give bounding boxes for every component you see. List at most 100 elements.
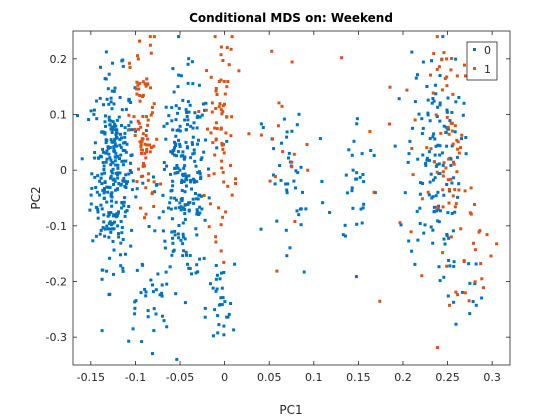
data-point-series-0 — [160, 283, 164, 287]
data-point-series-0 — [480, 296, 484, 300]
data-point-series-0 — [295, 209, 299, 213]
data-point-series-0 — [218, 277, 222, 281]
data-point-series-0 — [109, 169, 113, 173]
data-point-series-1 — [463, 63, 466, 67]
data-point-series-0 — [189, 124, 193, 128]
data-point-series-0 — [462, 101, 466, 105]
data-point-series-0 — [93, 141, 97, 145]
data-point-series-1 — [215, 127, 219, 131]
data-point-series-1 — [434, 113, 438, 117]
data-point-series-0 — [302, 270, 306, 274]
data-point-series-1 — [450, 121, 454, 125]
data-point-series-0 — [123, 214, 127, 218]
data-point-series-1 — [220, 112, 224, 116]
data-point-series-0 — [147, 225, 151, 228]
data-point-series-1 — [229, 47, 233, 51]
x-tick-label: 0.25 — [435, 371, 460, 384]
data-point-series-1 — [219, 53, 223, 57]
data-point-series-0 — [97, 156, 101, 160]
data-point-series-0 — [117, 235, 121, 239]
data-point-series-0 — [173, 171, 177, 175]
data-point-series-0 — [195, 212, 199, 216]
data-point-series-0 — [432, 99, 436, 103]
data-point-series-0 — [420, 132, 424, 135]
data-point-series-0 — [123, 135, 127, 139]
data-point-series-0 — [438, 119, 442, 123]
data-point-series-0 — [110, 171, 114, 175]
data-point-series-0 — [113, 155, 117, 159]
data-point-series-0 — [103, 171, 106, 175]
data-point-series-0 — [189, 156, 193, 160]
data-point-series-1 — [455, 170, 459, 174]
data-point-series-0 — [180, 199, 184, 202]
data-point-series-0 — [173, 229, 177, 233]
data-point-series-0 — [432, 132, 436, 136]
data-point-series-0 — [173, 196, 177, 200]
data-point-series-1 — [141, 80, 145, 84]
data-point-series-0 — [290, 129, 294, 133]
data-point-series-0 — [408, 139, 412, 143]
data-point-series-1 — [222, 180, 226, 184]
data-point-series-0 — [187, 174, 191, 178]
data-point-series-0 — [197, 138, 200, 142]
data-point-series-0 — [430, 196, 434, 200]
data-point-series-0 — [172, 248, 176, 252]
data-point-series-0 — [273, 182, 277, 186]
data-point-series-0 — [171, 217, 174, 221]
data-point-series-0 — [221, 296, 225, 300]
data-point-series-0 — [120, 136, 123, 140]
data-point-series-0 — [438, 209, 442, 213]
data-point-series-1 — [445, 115, 449, 119]
data-point-series-1 — [144, 156, 148, 160]
data-point-series-0 — [184, 250, 188, 254]
data-point-series-0 — [449, 163, 453, 167]
data-point-series-0 — [121, 179, 125, 183]
data-point-series-0 — [194, 227, 198, 231]
data-point-series-1 — [214, 138, 218, 142]
data-point-series-0 — [362, 180, 366, 184]
data-point-series-0 — [104, 151, 108, 155]
data-point-series-0 — [452, 264, 456, 268]
data-point-series-0 — [362, 202, 366, 206]
data-point-series-0 — [130, 128, 134, 132]
data-point-series-0 — [403, 191, 407, 195]
data-point-series-0 — [320, 180, 324, 183]
data-point-series-0 — [184, 178, 188, 181]
data-point-series-0 — [144, 129, 148, 133]
data-point-series-1 — [426, 190, 430, 194]
data-point-series-0 — [178, 168, 182, 172]
data-point-series-0 — [197, 83, 201, 87]
data-point-series-1 — [214, 107, 218, 110]
data-point-series-1 — [149, 51, 153, 55]
data-point-series-0 — [105, 149, 109, 153]
data-point-series-1 — [219, 223, 223, 227]
data-point-series-1 — [425, 146, 429, 150]
data-point-series-0 — [123, 252, 127, 256]
data-point-series-1 — [451, 92, 455, 96]
data-point-series-0 — [108, 146, 112, 149]
data-point-series-0 — [125, 182, 128, 186]
data-point-series-0 — [344, 234, 347, 238]
data-point-series-0 — [360, 152, 364, 156]
data-point-series-1 — [270, 49, 274, 53]
data-point-series-0 — [99, 228, 103, 232]
data-point-series-1 — [137, 167, 140, 171]
data-point-series-0 — [112, 248, 116, 252]
x-tick-label: 0 — [221, 371, 228, 384]
data-point-series-0 — [436, 143, 440, 147]
data-point-series-0 — [102, 220, 106, 224]
data-point-series-0 — [358, 175, 362, 179]
data-point-series-0 — [194, 164, 198, 168]
data-point-series-1 — [217, 105, 221, 109]
data-point-series-0 — [425, 158, 429, 162]
data-point-series-0 — [112, 145, 116, 149]
data-point-series-0 — [278, 164, 282, 167]
data-point-series-0 — [285, 135, 289, 139]
data-point-series-0 — [127, 172, 131, 176]
data-point-series-0 — [428, 158, 431, 162]
data-point-series-1 — [147, 172, 151, 176]
data-point-series-0 — [115, 212, 119, 216]
data-point-series-1 — [145, 147, 149, 151]
data-point-series-0 — [119, 241, 123, 245]
data-point-series-0 — [456, 195, 460, 199]
